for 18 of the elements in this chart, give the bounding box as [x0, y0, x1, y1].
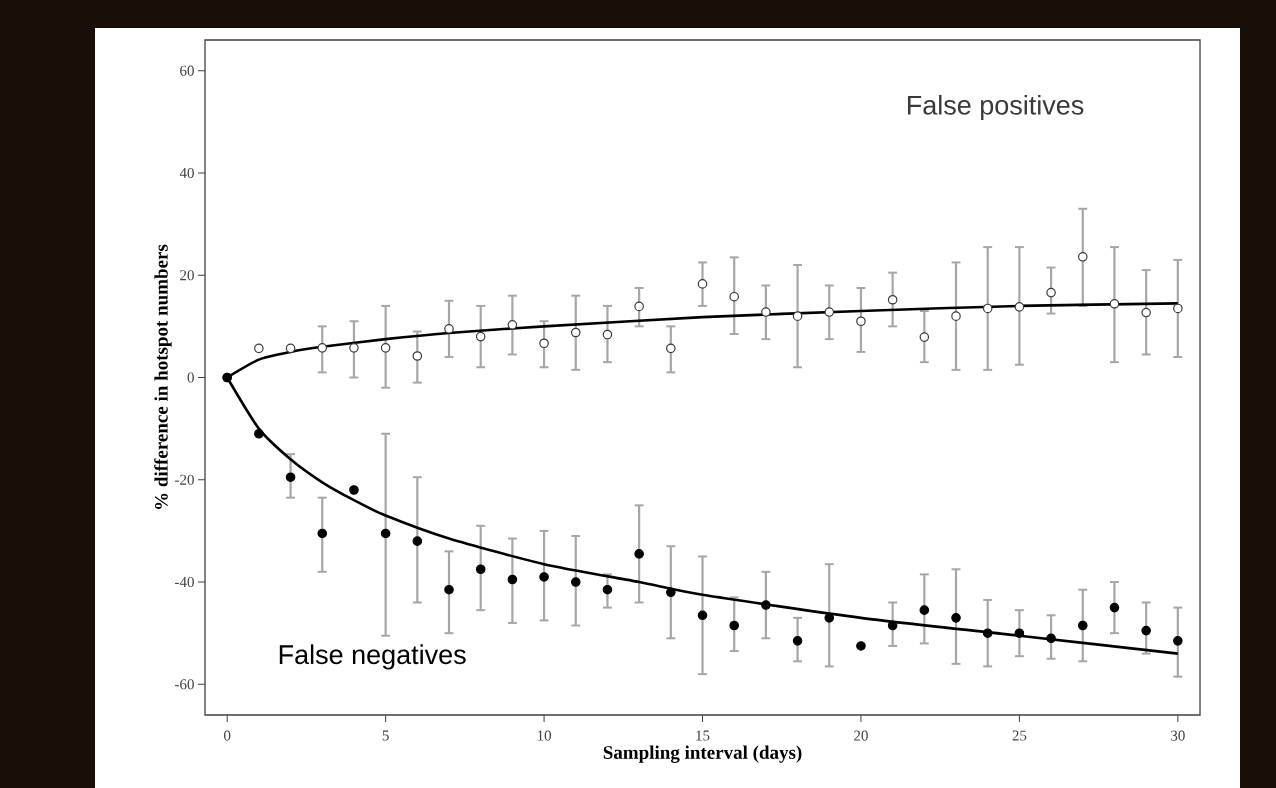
y-tick-label: 0: [187, 372, 194, 383]
x-tick-label: 15: [696, 730, 710, 741]
x-tick-label: 20: [854, 730, 868, 741]
y-tick-label: -40: [175, 576, 194, 588]
y-tick-label: -60: [175, 679, 194, 690]
y-axis-title: % difference in hotspot numbers: [154, 244, 172, 509]
x-tick-label: 25: [1012, 730, 1027, 741]
y-tick-label: -20: [175, 474, 194, 485]
text: False positives: [907, 94, 1084, 121]
y-tick-label: 20: [180, 270, 194, 281]
y-tick-label: 60: [180, 65, 194, 76]
y-tick-label: 40: [179, 167, 194, 178]
x-tick-label: 0: [224, 730, 231, 741]
x-tick-label: 30: [1171, 730, 1185, 741]
x-axis-title: Sampling interval (days): [603, 745, 802, 763]
series-label: False negatives: [279, 644, 466, 670]
x-tick-label: 5: [382, 730, 389, 741]
x-tick-label: 10: [537, 730, 551, 741]
